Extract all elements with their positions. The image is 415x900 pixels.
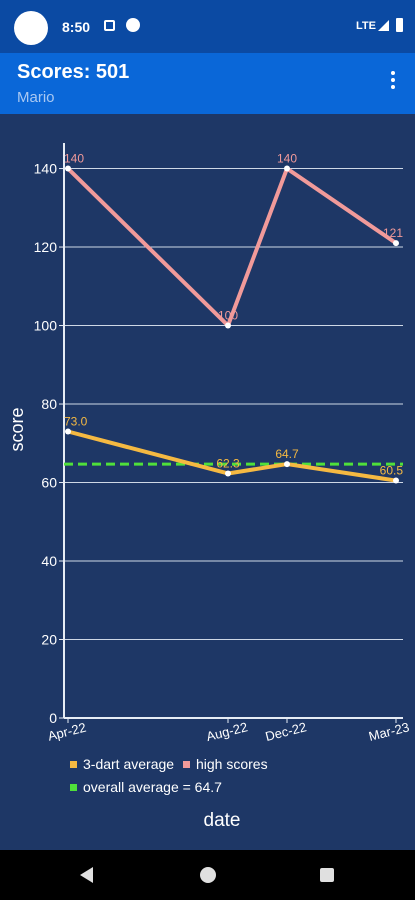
data-point	[225, 322, 231, 329]
data-label: 140	[64, 152, 84, 166]
y-tick-label: 0	[49, 710, 57, 726]
status-bar: 8:50 LTE	[0, 0, 415, 53]
data-label: 64.7	[275, 447, 299, 461]
more-vert-icon[interactable]	[383, 69, 403, 93]
app-icon	[126, 18, 140, 32]
data-label: 140	[277, 152, 297, 166]
data-point	[65, 428, 71, 435]
legend-label: overall average = 64.7	[83, 779, 222, 795]
data-label: 121	[383, 226, 403, 240]
data-point	[65, 165, 71, 172]
data-label: 62.3	[216, 456, 240, 470]
recents-icon[interactable]	[320, 868, 334, 882]
x-axis-title: date	[204, 810, 241, 831]
app-subtitle: Mario	[17, 89, 55, 106]
legend-swatch	[183, 761, 190, 768]
data-point	[284, 461, 290, 468]
legend-label: 3-dart average	[83, 756, 174, 772]
data-point	[393, 240, 399, 247]
app-title: Scores: 501	[17, 61, 130, 83]
back-icon[interactable]	[80, 867, 93, 883]
y-tick-label: 100	[34, 318, 58, 334]
x-tick-label: Aug-22	[205, 719, 249, 744]
y-tick-label: 40	[41, 553, 57, 569]
data-point	[225, 470, 231, 477]
data-label: 100	[218, 309, 238, 323]
battery-icon	[396, 18, 403, 32]
data-label: 73.0	[64, 415, 88, 429]
navigation-bar	[0, 850, 415, 900]
app-bar: Scores: 501 Mario	[0, 53, 415, 114]
legend-label: high scores	[196, 756, 268, 772]
series-line	[66, 166, 398, 328]
signal-icon	[378, 20, 389, 31]
data-point	[393, 477, 399, 484]
legend-swatch	[70, 761, 77, 768]
series-line	[67, 429, 397, 483]
legend-swatch	[70, 784, 77, 791]
x-tick-label: Mar-23	[367, 719, 411, 744]
x-tick-label: Dec-22	[264, 719, 308, 744]
y-tick-label: 60	[41, 475, 57, 491]
notification-icon	[104, 20, 115, 31]
y-tick-label: 120	[34, 239, 58, 255]
y-tick-label: 20	[41, 632, 57, 648]
data-point	[284, 165, 290, 172]
y-axis-title: score	[7, 407, 27, 451]
status-avatar	[14, 11, 48, 45]
home-icon[interactable]	[200, 867, 216, 883]
y-tick-label: 80	[41, 396, 57, 412]
network-type: LTE	[356, 20, 376, 32]
status-time: 8:50	[62, 19, 91, 35]
y-tick-label: 140	[34, 161, 58, 177]
data-label: 60.5	[380, 464, 404, 478]
